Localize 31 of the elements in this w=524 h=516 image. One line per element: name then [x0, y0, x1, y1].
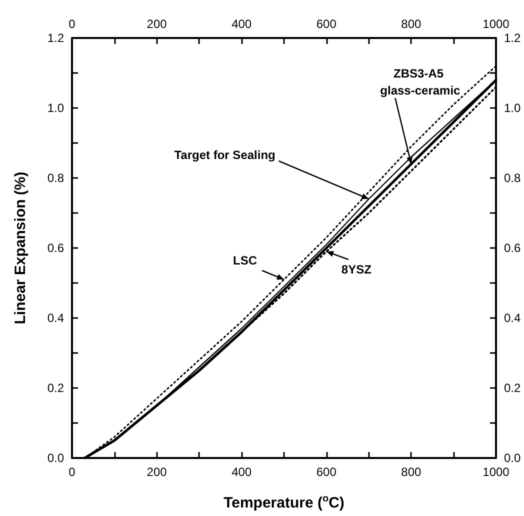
- annotation: Target for Sealing: [174, 148, 276, 162]
- x2-tick-label: 200: [146, 17, 168, 31]
- annotation: LSC: [233, 254, 258, 268]
- y2-tick-label: 0.2: [504, 381, 522, 395]
- y-tick-label: 1.0: [47, 101, 64, 115]
- x-tick-label: 200: [146, 465, 168, 479]
- annotation: ZBS3-A5 glass-ceramic: [380, 66, 461, 98]
- x-tick-label: 600: [316, 465, 337, 479]
- x2-tick-label: 800: [401, 17, 422, 31]
- y2-tick-label: 1.2: [504, 31, 522, 45]
- x-tick-label: 800: [401, 465, 422, 479]
- y-tick-label: 0.0: [47, 451, 64, 465]
- x2-tick-label: 1000: [482, 17, 510, 31]
- y-axis-title: Linear Expansion (%): [12, 172, 29, 324]
- y2-tick-label: 1.0: [504, 101, 522, 115]
- x-tick-label: 1000: [482, 465, 510, 479]
- y-tick-label: 0.2: [47, 381, 64, 395]
- y2-tick-label: 0.0: [504, 451, 522, 465]
- x-tick-label: 0: [68, 465, 76, 479]
- y2-tick-label: 0.4: [504, 311, 522, 325]
- x2-tick-label: 600: [316, 17, 337, 31]
- y-tick-label: 0.6: [47, 241, 64, 255]
- y-tick-label: 0.4: [47, 311, 64, 325]
- y2-tick-label: 0.6: [504, 241, 522, 255]
- x-tick-label: 400: [232, 465, 252, 479]
- y-tick-label: 0.8: [47, 171, 64, 185]
- annotation: 8YSZ: [341, 262, 372, 276]
- x2-tick-label: 0: [68, 17, 76, 31]
- x2-tick-label: 400: [232, 17, 252, 31]
- y-tick-label: 1.2: [47, 31, 64, 45]
- y2-tick-label: 0.8: [504, 171, 522, 185]
